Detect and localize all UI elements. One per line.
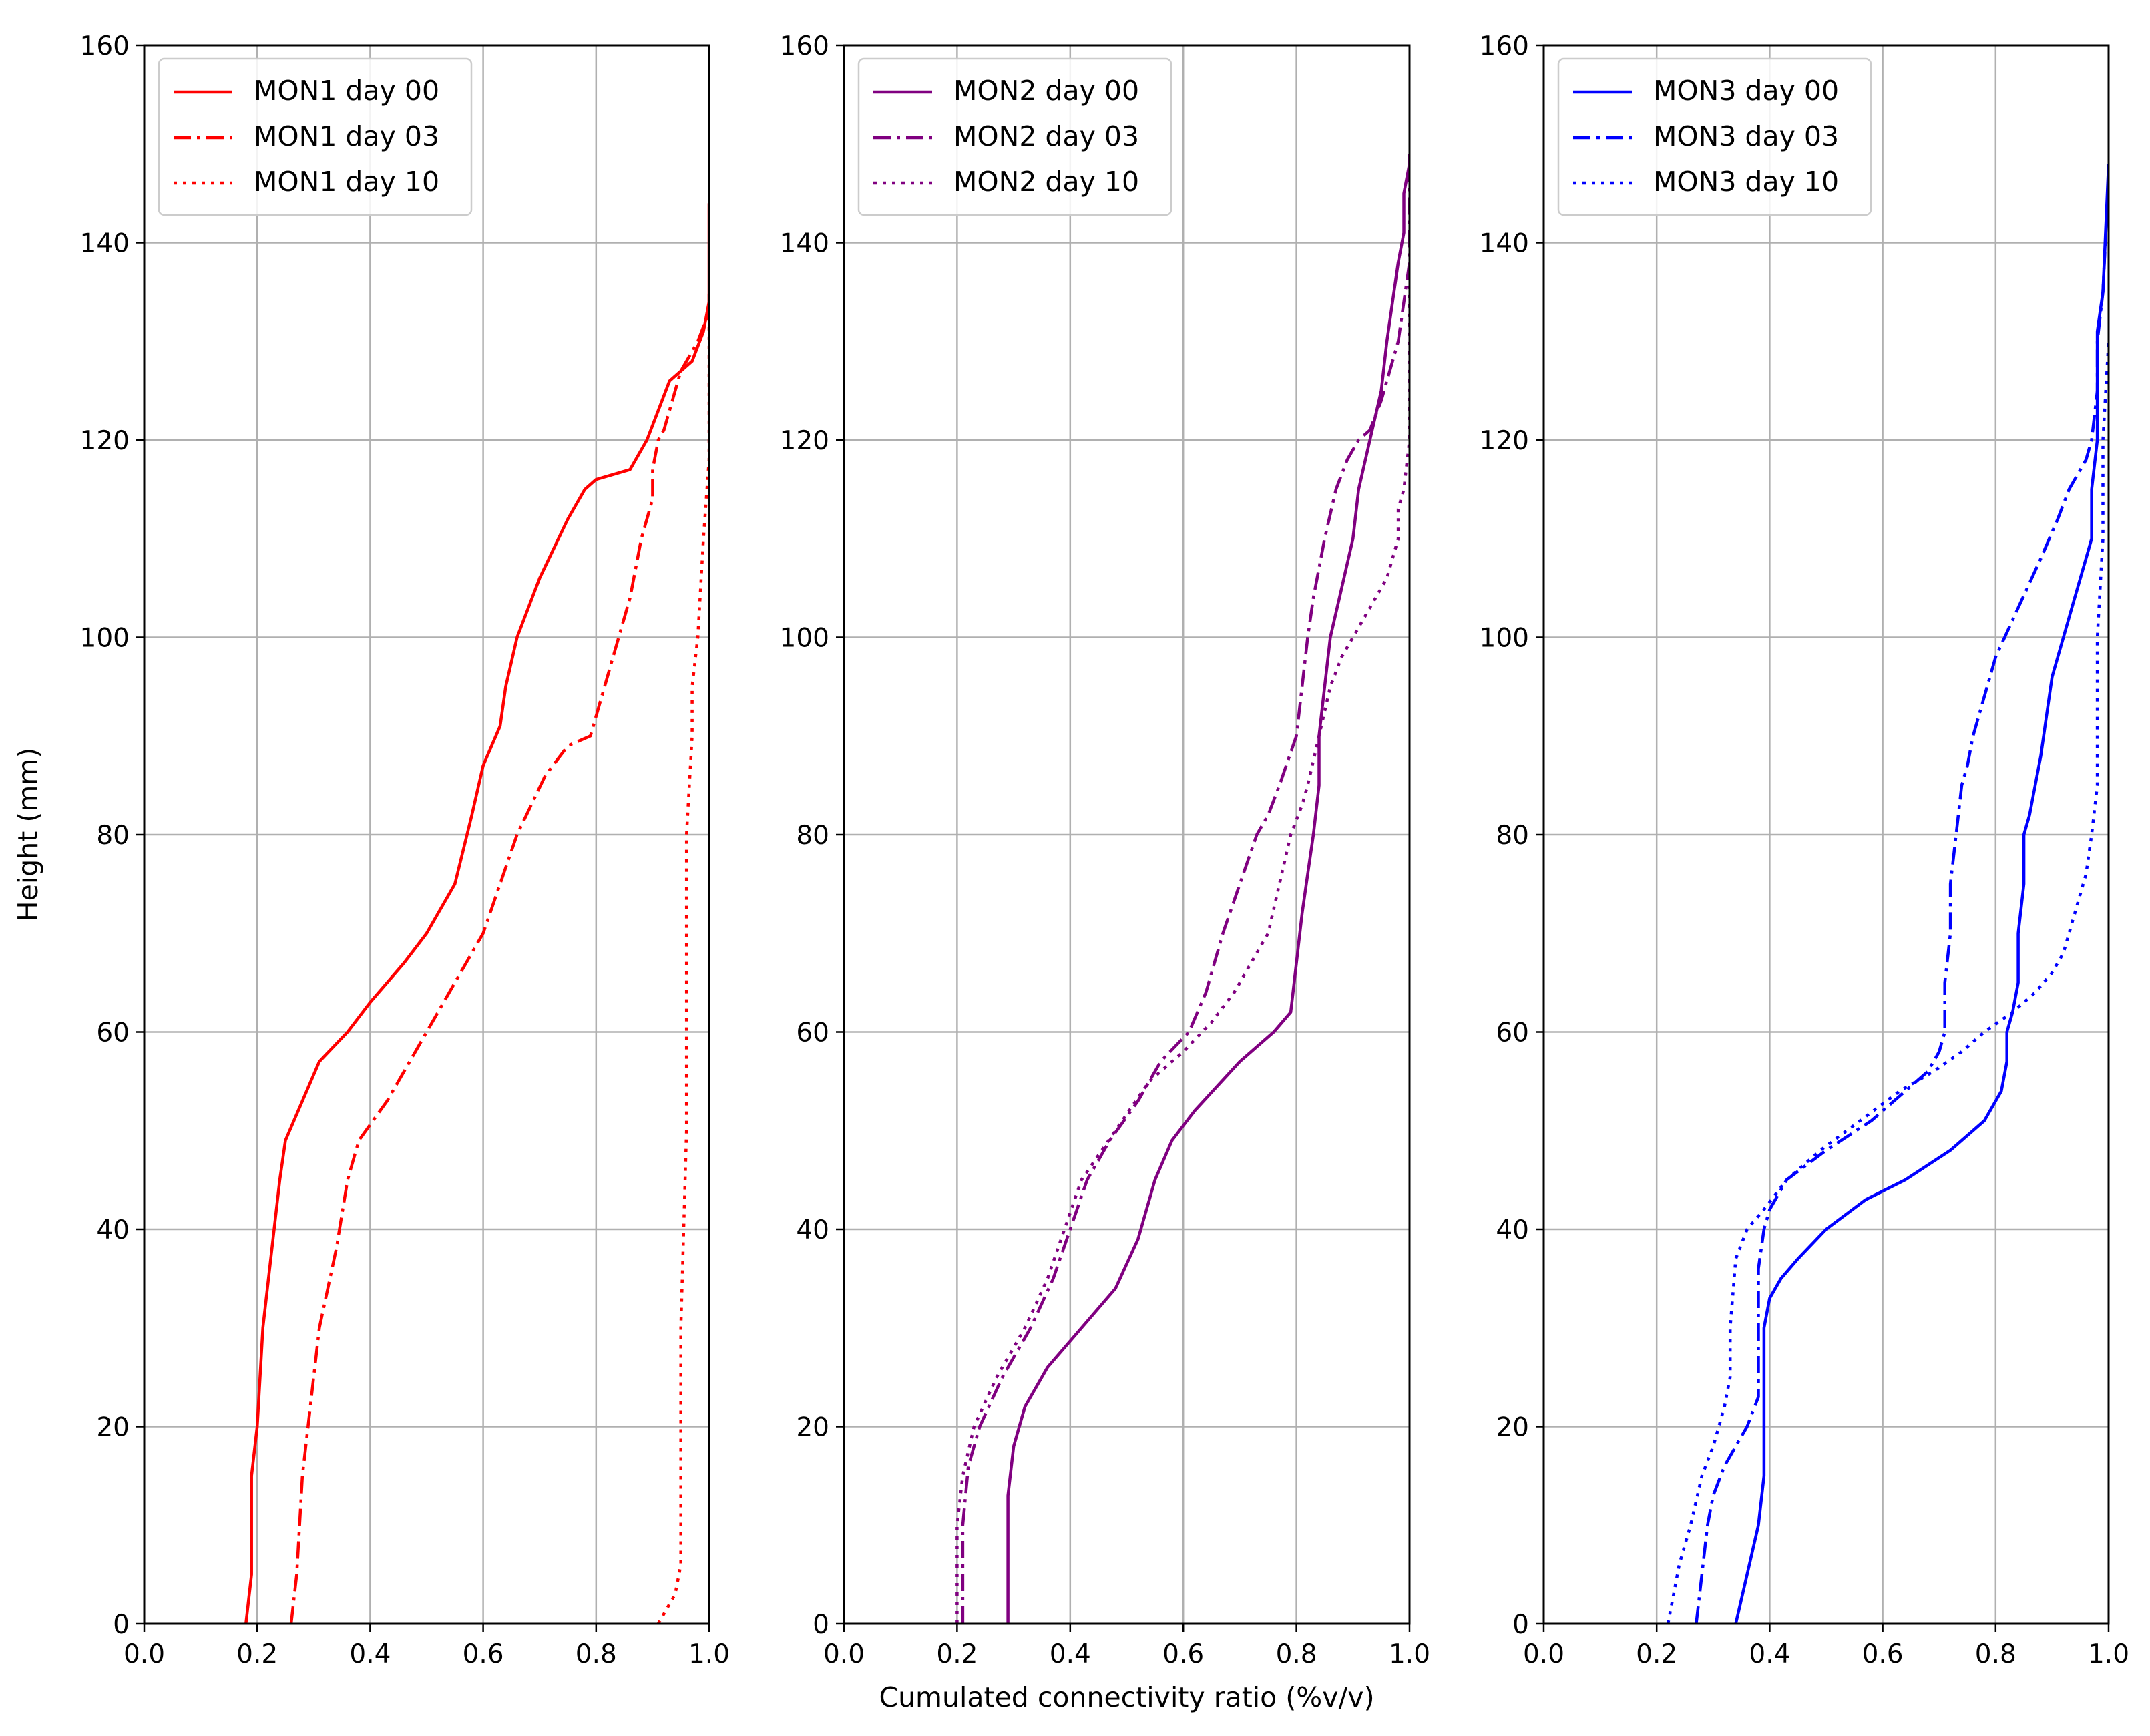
legend: MON2 day 00 MON2 day 03 MON2 day 10 [857, 57, 1172, 216]
legend-label: MON1 day 00 [254, 75, 439, 107]
panel-mon2: 0.0 0.2 0.4 0.6 0.8 1.0 0 20 40 60 80 100 120 140 160 C… [780, 31, 1430, 1713]
y-tick-label: 100 [780, 624, 829, 654]
y-tick-label: 160 [80, 31, 130, 61]
y-tick-label: 80 [96, 821, 130, 851]
y-tick-label: 160 [1480, 31, 1529, 61]
legend-box [158, 57, 473, 216]
legend: MON3 day 00 MON3 day 03 MON3 day 10 [1557, 57, 1872, 216]
x-tick-label: 0.6 [463, 1639, 504, 1669]
y-tick-label: 100 [80, 624, 130, 654]
y-tick-label: 120 [80, 426, 130, 456]
y-tick-label: 40 [1496, 1215, 1529, 1245]
x-tick-label: 1.0 [688, 1639, 730, 1669]
legend: MON1 day 00 MON1 day 03 MON1 day 10 [158, 57, 473, 216]
legend-label: MON3 day 03 [1653, 120, 1839, 152]
series-line-dashdot [289, 292, 709, 1624]
x-tick-label: 0.0 [823, 1639, 865, 1669]
series-line-dashdot [961, 154, 1410, 1624]
x-tick-label: 0.8 [576, 1639, 617, 1669]
x-tick-label: 0.2 [936, 1639, 978, 1669]
legend-label: MON2 day 00 [953, 75, 1139, 107]
x-tick-label: 0.4 [349, 1639, 391, 1669]
series-line-solid [244, 203, 709, 1624]
legend-label: MON1 day 10 [254, 166, 439, 198]
legend-box [1557, 57, 1872, 216]
panel-mon1: 0.0 0.2 0.4 0.6 0.8 1.0 0 20 40 60 80 100 120 140 160 H… [12, 31, 730, 1669]
x-tick-label: 0.0 [124, 1639, 165, 1669]
x-tick-label: 0.4 [1050, 1639, 1091, 1669]
y-tick-label: 140 [1480, 229, 1529, 259]
x-tick-label: 0.2 [1636, 1639, 1677, 1669]
y-tick-label: 100 [1480, 624, 1529, 654]
x-tick-label: 1.0 [2088, 1639, 2129, 1669]
x-tick-label: 0.2 [236, 1639, 278, 1669]
x-tick-label: 0.4 [1749, 1639, 1790, 1669]
y-tick-label: 60 [96, 1018, 130, 1048]
y-tick-label: 120 [780, 426, 829, 456]
y-tick-label: 20 [796, 1413, 829, 1443]
x-tick-label: 1.0 [1389, 1639, 1430, 1669]
x-tick-label: 0.0 [1523, 1639, 1564, 1669]
legend-label: MON2 day 03 [953, 120, 1139, 152]
y-tick-label: 20 [96, 1413, 130, 1443]
y-tick-label: 40 [796, 1215, 829, 1245]
y-tick-label: 80 [796, 821, 829, 851]
legend-label: MON2 day 10 [953, 166, 1139, 198]
x-tick-label: 0.6 [1862, 1639, 1904, 1669]
series-line-solid [1006, 154, 1410, 1624]
y-tick-label: 0 [1512, 1610, 1529, 1640]
y-tick-label: 140 [780, 229, 829, 259]
legend-label: MON3 day 10 [1653, 166, 1839, 198]
x-tick-label: 0.8 [1975, 1639, 2016, 1669]
legend-label: MON1 day 03 [254, 120, 439, 152]
y-tick-label: 120 [1480, 426, 1529, 456]
series-line-dashdot [1695, 173, 2109, 1624]
panel-mon3: 0.0 0.2 0.4 0.6 0.8 1.0 0 20 40 60 80 100 120 140 160 M… [1480, 31, 2129, 1669]
x-tick-label: 0.8 [1276, 1639, 1317, 1669]
x-axis-label: Cumulated connectivity ratio (%v/v) [879, 1681, 1374, 1713]
legend-box [857, 57, 1172, 216]
series-line-solid [1734, 164, 2109, 1624]
y-tick-label: 60 [1496, 1018, 1529, 1048]
x-tick-label: 0.6 [1162, 1639, 1204, 1669]
y-tick-label: 60 [796, 1018, 829, 1048]
y-tick-label: 140 [80, 229, 130, 259]
legend-label: MON3 day 00 [1653, 75, 1839, 107]
y-tick-label: 80 [1496, 821, 1529, 851]
series-line-dotted [1666, 341, 2109, 1624]
y-axis-label: Height (mm) [12, 748, 44, 921]
y-tick-label: 160 [780, 31, 829, 61]
y-tick-label: 40 [96, 1215, 130, 1245]
y-tick-label: 0 [813, 1610, 829, 1640]
y-tick-label: 20 [1496, 1413, 1529, 1443]
y-tick-label: 0 [113, 1610, 130, 1640]
series-line-dotted [955, 262, 1410, 1624]
